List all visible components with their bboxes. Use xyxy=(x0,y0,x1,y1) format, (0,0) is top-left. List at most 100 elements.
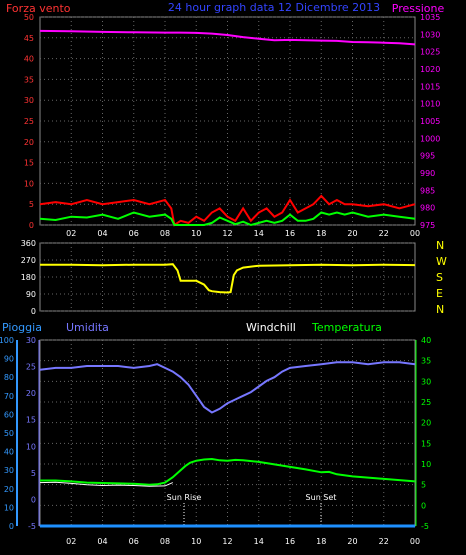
y-tick-label-wind: 15 xyxy=(24,159,34,168)
pressure-line xyxy=(39,29,416,46)
y-tick-label-wind: 0 xyxy=(29,221,34,230)
x-tick-label: 22 xyxy=(379,229,389,238)
y-tick-label-humidity: 25 xyxy=(26,363,36,372)
y-tick-label-rain: 80 xyxy=(4,373,14,382)
sunrise-label: Sun Rise xyxy=(167,493,202,502)
x-tick-label: 22 xyxy=(379,537,389,546)
y-tick-label-temperature: 15 xyxy=(421,439,431,448)
y-tick-label-wind: 50 xyxy=(24,13,34,22)
y-tick-label-pressure: 1020 xyxy=(420,65,440,74)
y-tick-label-wind: 30 xyxy=(24,96,34,105)
x-tick-label: 16 xyxy=(285,229,295,238)
y-tick-label-wind: 40 xyxy=(24,55,34,64)
y-tick-label-rain: 90 xyxy=(4,355,14,364)
y-tick-label-rain: 100 xyxy=(0,336,14,345)
x-tick-label: 20 xyxy=(347,229,357,238)
wind-direction-line xyxy=(40,263,416,294)
x-tick-label: 02 xyxy=(66,537,76,546)
y-tick-label-rain: 60 xyxy=(4,410,14,419)
y-tick-label-rain: 70 xyxy=(4,392,14,401)
chart-title: 24 hour graph data 12 Dicembre 2013 xyxy=(168,1,380,14)
x-tick-label: 12 xyxy=(222,229,232,238)
wind-strength-label: Forza vento xyxy=(6,2,71,15)
y-tick-label-temperature: 5 xyxy=(421,481,426,490)
temperature-line xyxy=(40,457,416,486)
y-tick-label-rain: 40 xyxy=(4,448,14,457)
compass-letter: E xyxy=(436,287,443,300)
y-tick-label-humidity: -5 xyxy=(28,522,36,531)
temperature-label: Temperatura xyxy=(311,321,382,334)
y-tick-label-pressure: 980 xyxy=(420,204,435,213)
y-tick-label-pressure: 995 xyxy=(420,152,435,161)
sunset-label: Sun Set xyxy=(306,493,337,502)
y-tick-label-temperature: 35 xyxy=(421,357,431,366)
y-tick-label-rain: 30 xyxy=(4,466,14,475)
x-tick-label: 14 xyxy=(254,537,264,546)
y-tick-label-rain: 50 xyxy=(4,429,14,438)
y-tick-label-wind: 5 xyxy=(29,200,34,209)
x-tick-label: 16 xyxy=(285,537,295,546)
y-tick-label-temperature: 20 xyxy=(421,419,431,428)
y-tick-label-rain: 20 xyxy=(4,485,14,494)
humidity-line xyxy=(39,361,416,414)
pressure-label: Pressione xyxy=(392,2,445,15)
x-tick-label: 10 xyxy=(191,537,201,546)
y-tick-label-pressure: 1005 xyxy=(420,117,440,126)
y-tick-label-rain: 0 xyxy=(9,522,14,531)
x-tick-label: 06 xyxy=(129,229,139,238)
y-tick-label-temperature: 40 xyxy=(421,336,431,345)
y-tick-label-humidity: 5 xyxy=(31,469,36,478)
y-tick-label-direction: 90 xyxy=(26,290,36,299)
y-tick-label-pressure: 975 xyxy=(420,221,435,230)
x-tick-label: 00 xyxy=(410,229,420,238)
y-tick-label-humidity: 30 xyxy=(26,336,36,345)
compass-letter: W xyxy=(436,255,447,268)
compass-letter: S xyxy=(436,271,443,284)
x-tick-label: 14 xyxy=(254,229,264,238)
y-tick-label-direction: 180 xyxy=(21,273,36,282)
y-tick-label-temperature: 30 xyxy=(421,377,431,386)
y-tick-label-pressure: 1015 xyxy=(420,82,440,91)
y-tick-label-wind: 45 xyxy=(24,34,34,43)
x-tick-label: 10 xyxy=(191,229,201,238)
y-tick-label-humidity: 0 xyxy=(31,495,36,504)
wind-average-line xyxy=(39,211,416,227)
x-tick-label: 20 xyxy=(347,537,357,546)
y-tick-label-pressure: 985 xyxy=(420,186,435,195)
rain-label: Pioggia xyxy=(2,321,42,334)
x-tick-label: 08 xyxy=(160,229,170,238)
compass-letter: N xyxy=(436,303,444,316)
x-tick-label: 02 xyxy=(66,229,76,238)
y-tick-label-rain: 10 xyxy=(4,503,14,512)
x-tick-label: 04 xyxy=(97,537,107,546)
y-tick-label-humidity: 10 xyxy=(26,442,36,451)
y-tick-label-wind: 20 xyxy=(24,138,34,147)
x-tick-label: 08 xyxy=(160,537,170,546)
x-tick-label: 04 xyxy=(97,229,107,238)
windchill-label: Windchill xyxy=(246,321,296,334)
y-tick-label-wind: 35 xyxy=(24,75,34,84)
humidity-label: Umidita xyxy=(66,321,109,334)
y-tick-label-pressure: 1030 xyxy=(420,30,440,39)
windchill-line xyxy=(39,481,173,487)
x-tick-label: 12 xyxy=(222,537,232,546)
y-tick-label-wind: 10 xyxy=(24,179,34,188)
y-tick-label-pressure: 1025 xyxy=(420,48,440,57)
y-tick-label-pressure: 1035 xyxy=(420,13,440,22)
wind-gust-line xyxy=(39,194,416,227)
y-tick-label-temperature: -5 xyxy=(421,522,429,531)
x-tick-label: 00 xyxy=(410,537,420,546)
y-tick-label-temperature: 25 xyxy=(421,398,431,407)
x-tick-label: 06 xyxy=(129,537,139,546)
y-tick-label-direction: 360 xyxy=(21,239,36,248)
y-tick-label-temperature: 10 xyxy=(421,460,431,469)
x-tick-label: 18 xyxy=(316,537,326,546)
y-tick-label-humidity: 15 xyxy=(26,416,36,425)
y-tick-label-temperature: 0 xyxy=(421,501,426,510)
y-tick-label-pressure: 990 xyxy=(420,169,435,178)
y-tick-label-wind: 25 xyxy=(24,117,34,126)
y-tick-label-direction: 0 xyxy=(31,307,36,316)
x-tick-label: 18 xyxy=(316,229,326,238)
